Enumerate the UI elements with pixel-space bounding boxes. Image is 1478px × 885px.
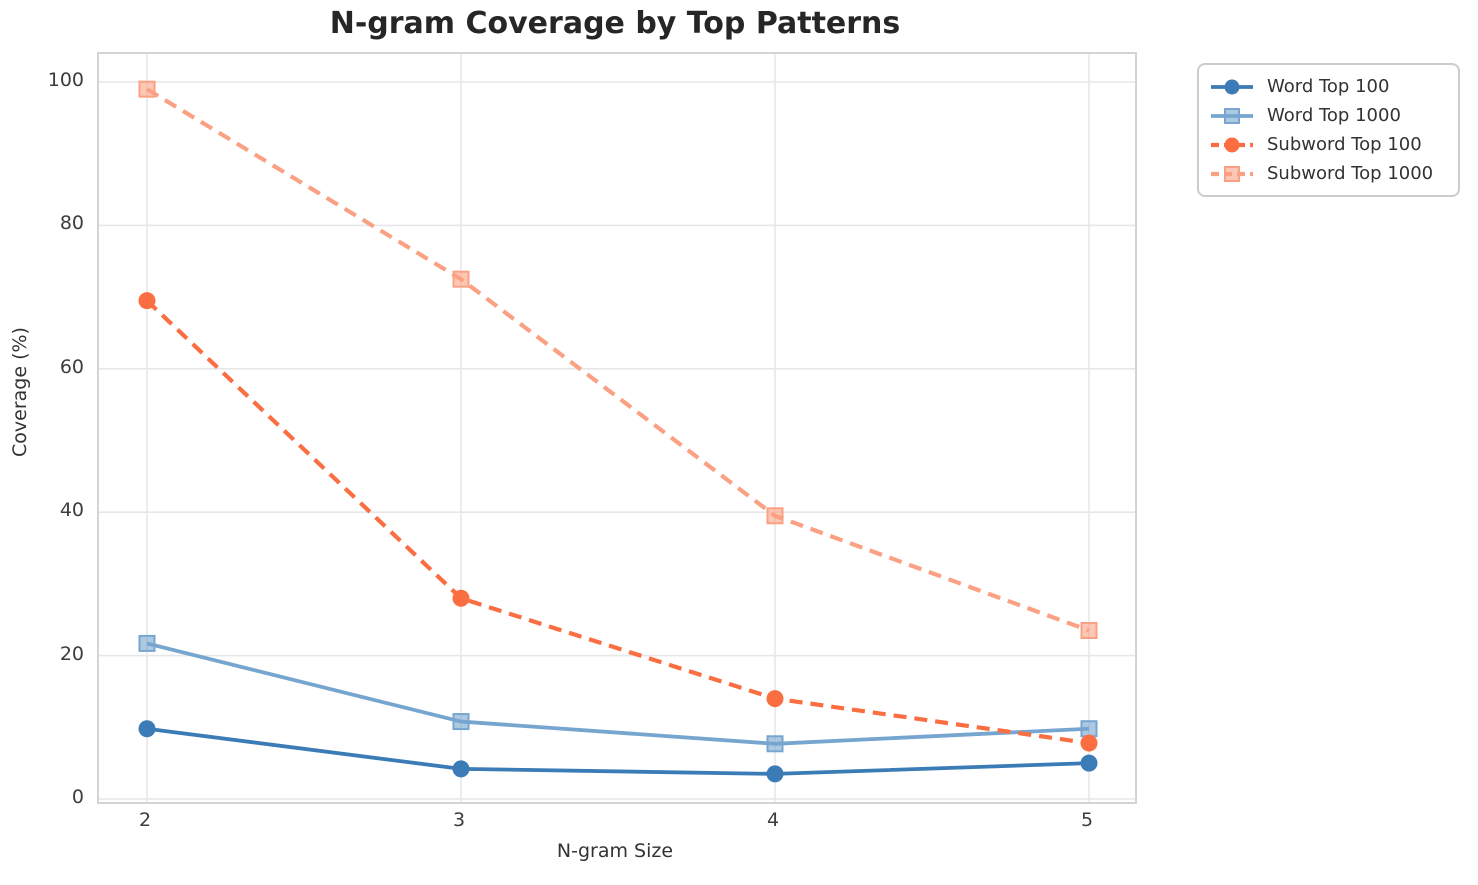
data-point-subword-top-1000	[766, 507, 784, 525]
x-axis-title: N-gram Size	[556, 840, 674, 862]
legend-item-word-top-100: Word Top 100	[1209, 72, 1448, 101]
data-point-subword-top-100	[138, 292, 156, 310]
plot-area	[97, 52, 1137, 804]
data-point-word-top-100	[1080, 754, 1098, 772]
series-line-word-top-1000	[146, 641, 1090, 746]
data-point-word-top-1000	[452, 713, 470, 731]
x-tick-label: 3	[452, 809, 466, 831]
data-point-subword-top-100	[452, 589, 470, 607]
data-point-subword-top-1000	[138, 80, 156, 98]
series-line-subword-top-1000	[145, 87, 1090, 633]
data-point-subword-top-100	[766, 690, 784, 708]
legend-label: Word Top 1000	[1267, 105, 1401, 126]
data-point-subword-top-100	[1080, 734, 1098, 752]
y-tick-label: 40	[59, 499, 84, 522]
data-point-word-top-100	[766, 765, 784, 783]
legend-label: Subword Top 1000	[1267, 163, 1434, 184]
x-tick-label: 4	[766, 809, 780, 831]
data-point-subword-top-1000	[452, 270, 470, 288]
legend-marker-square-icon	[1211, 107, 1253, 124]
legend-marker-circle-icon	[1211, 137, 1253, 152]
data-point-subword-top-1000	[1080, 622, 1098, 640]
y-tick-label: 20	[59, 642, 84, 665]
legend-item-word-top-1000: Word Top 1000	[1209, 101, 1448, 130]
y-tick-label: 80	[59, 212, 84, 235]
legend-item-subword-top-1000: Subword Top 1000	[1209, 159, 1448, 188]
legend-item-subword-top-100: Subword Top 100	[1209, 130, 1448, 159]
y-axis-title: Coverage (%)	[9, 327, 31, 457]
series-line-subword-top-100	[145, 299, 1090, 746]
series-line-word-top-100	[146, 726, 1090, 776]
x-tick-label: 5	[1080, 809, 1094, 831]
legend-marker-circle-icon	[1211, 79, 1253, 94]
data-point-word-top-100	[138, 720, 156, 738]
legend: Word Top 100 Word Top 1000 Subword Top 100…	[1197, 63, 1460, 197]
data-point-word-top-1000	[1080, 720, 1098, 738]
plot-canvas	[99, 54, 1135, 802]
legend-marker-square-icon	[1211, 165, 1253, 182]
data-point-word-top-1000	[138, 634, 156, 652]
y-tick-label: 100	[47, 69, 84, 91]
data-point-word-top-100	[452, 760, 470, 778]
y-tick-label: 0	[71, 786, 84, 808]
data-point-word-top-1000	[766, 735, 784, 753]
chart-title: N-gram Coverage by Top Patterns	[329, 6, 901, 41]
x-tick-label: 2	[138, 809, 152, 831]
y-tick-label: 60	[59, 355, 84, 378]
legend-label: Subword Top 100	[1267, 134, 1422, 155]
legend-label: Word Top 100	[1267, 76, 1390, 97]
